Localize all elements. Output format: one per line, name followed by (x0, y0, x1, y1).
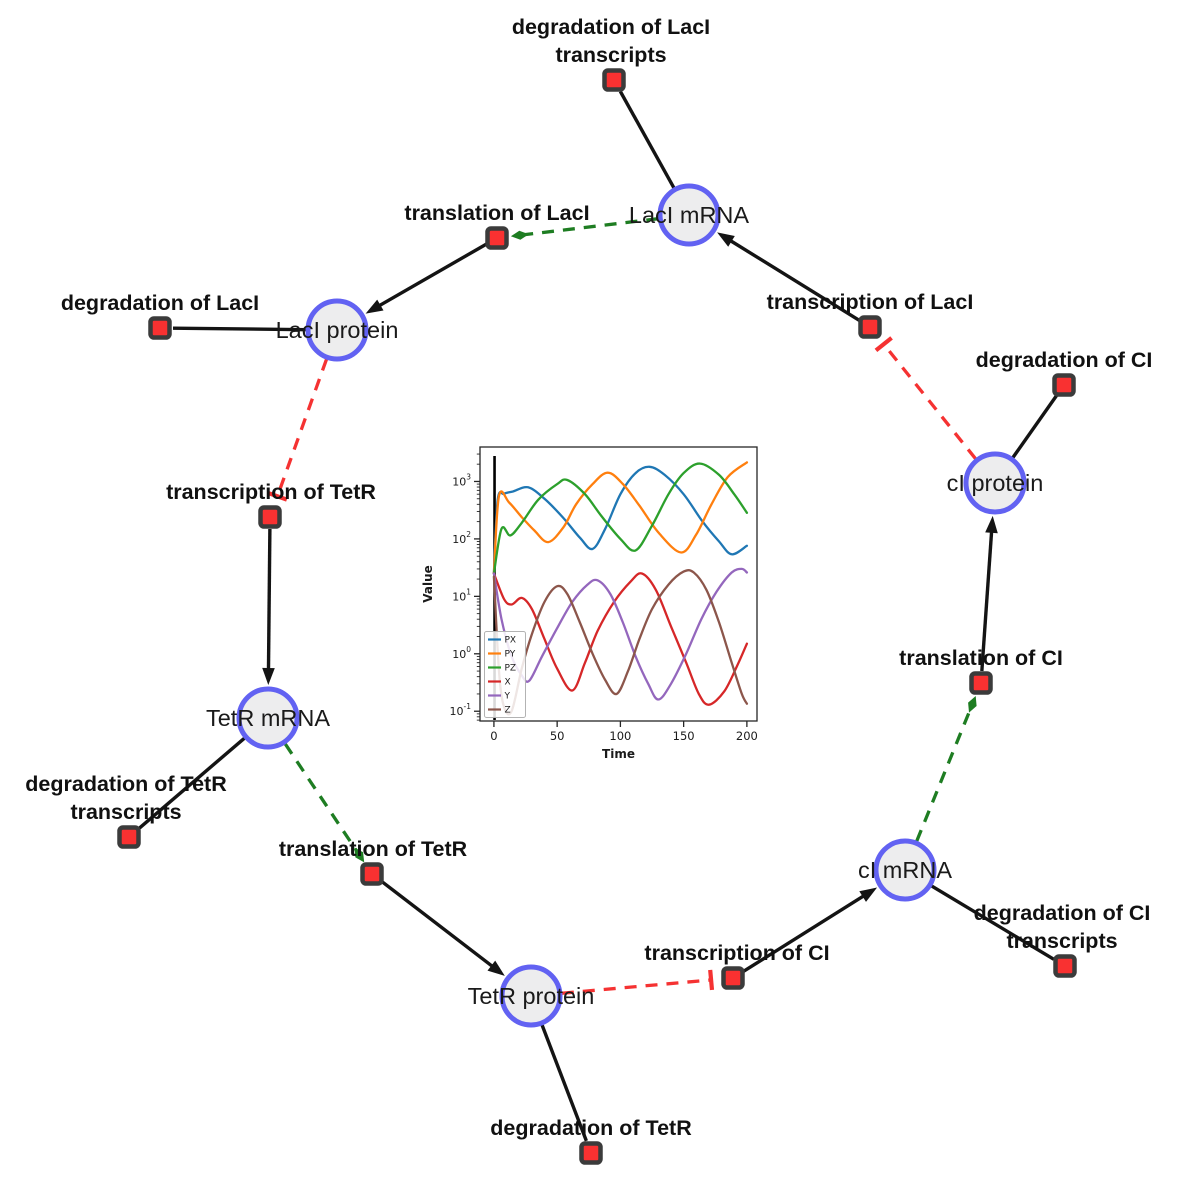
species-label-laci_protein: LacI protein (276, 317, 399, 343)
y-tick-label: 100 (452, 645, 471, 661)
species-node-laci_mrna[interactable] (657, 183, 721, 247)
reaction-node-deg_ci[interactable] (1052, 373, 1076, 397)
edge-consumption-laci_protein-to-deg_laci (172, 326, 307, 332)
reaction-label-deg_ci_tr-line2: transcripts (1006, 929, 1117, 953)
x-tick-label: 50 (550, 729, 565, 743)
species-label-laci_mrna: LacI mRNA (629, 202, 749, 228)
edge-production-transcr_laci-to-laci_mrna-arrowhead-icon (717, 232, 735, 247)
series-line-PZ (492, 462, 749, 575)
reaction-label-deg_tetr_tr-line1: degradation of TetR (25, 772, 227, 796)
edge-production-transl_laci-to-laci_protein-arrowhead-icon (365, 299, 384, 314)
y-tick-label: 102 (452, 530, 471, 546)
x-tick-label: 150 (673, 729, 695, 743)
y-tick-label: 101 (452, 587, 471, 603)
species-node-tetr_protein[interactable] (499, 964, 563, 1028)
reaction-node-transl_ci[interactable] (969, 671, 993, 695)
x-tick-label: 200 (736, 729, 758, 743)
species-label-tetr_protein: TetR protein (468, 983, 595, 1009)
edge-production-transl_ci-to-ci_protein (980, 525, 994, 672)
reaction-node-transl_tetr[interactable] (360, 862, 384, 886)
x-tick-label: 0 (490, 729, 497, 743)
reaction-node-deg_laci[interactable] (148, 316, 172, 340)
y-axis-label: Value (421, 565, 435, 603)
reaction-node-transcr_laci[interactable] (858, 315, 882, 339)
edge-production-transcr_tetr-to-tetr_mrna-arrowhead-icon (262, 667, 275, 685)
reaction-label-transcr_ci: transcription of CI (644, 941, 829, 965)
edge-inhibition-ci_protein-to-transcr_laci (882, 343, 977, 460)
edge-production-transl_ci-to-ci_protein-arrowhead-icon (985, 515, 998, 534)
reaction-node-deg_ci_tr[interactable] (1053, 954, 1077, 978)
edge-consumption-ci_protein-to-deg_ci (1011, 394, 1058, 459)
reaction-label-transcr_tetr: transcription of TetR (166, 480, 376, 504)
legend-label-PZ: PZ (505, 664, 517, 674)
edge-production-transcr_laci-to-laci_mrna (724, 236, 861, 323)
reaction-label-deg_laci_tr-line1: degradation of LacI (512, 15, 710, 39)
species-node-ci_protein[interactable] (963, 451, 1027, 515)
species-label-tetr_mrna: TetR mRNA (206, 705, 330, 731)
x-axis-label: Time (602, 747, 635, 761)
network-labels: LacI mRNA LacI protein cI protein TetR mRNA… (25, 15, 1152, 1140)
reaction-node-transl_laci[interactable] (485, 226, 509, 250)
legend-label-PY: PY (505, 650, 516, 660)
edge-modifier-ci_mrna-to-transl_ci-arrowhead-icon (968, 696, 977, 713)
legend-label-Y: Y (504, 692, 511, 702)
reaction-label-transl_tetr: translation of TetR (279, 837, 468, 861)
edge-production-transl_tetr-to-tetr_protein (380, 879, 498, 972)
edge-production-transcr_ci-to-ci_mrna-arrowhead-icon (859, 887, 878, 902)
edge-modifier-tetr_mrna-to-transl_tetr-arrowhead-icon (354, 847, 365, 863)
species-node-tetr_mrna[interactable] (236, 686, 300, 750)
network-nodes (117, 68, 1077, 1165)
plot-background (480, 447, 757, 721)
y-tick-label: 103 (452, 472, 471, 488)
reaction-node-deg_tetr[interactable] (579, 1141, 603, 1165)
edge-inhibition-laci_protein-to-transcr_tetr-tbar-icon (267, 490, 288, 502)
reaction-node-transcr_tetr[interactable] (258, 505, 282, 529)
plot-legend: PX PY PZ XYZ (484, 631, 526, 718)
species-label-ci_mrna: cI mRNA (858, 857, 952, 883)
y-tick-label: 10-1 (450, 702, 472, 718)
species-node-ci_mrna[interactable] (873, 838, 937, 902)
edge-production-transcr_ci-to-ci_mrna (742, 891, 870, 974)
legend-label-PX: PX (505, 636, 517, 646)
reaction-node-transcr_ci[interactable] (721, 966, 745, 990)
edge-production-transcr_tetr-to-tetr_mrna (266, 528, 272, 676)
edge-modifier-tetr_mrna-to-transl_tetr (283, 742, 358, 852)
reaction-label-deg_laci_tr-line2: transcripts (555, 43, 666, 67)
species-node-laci_protein[interactable] (305, 298, 369, 362)
edge-production-transl_laci-to-laci_protein (373, 242, 488, 311)
edge-modifier-ci_mrna-to-transl_ci (915, 708, 972, 842)
x-tick-label: 100 (609, 729, 631, 743)
edge-inhibition-tetr_protein-to-transcr_ci-tbar-icon (708, 969, 715, 991)
reaction-label-deg_ci: degradation of CI (976, 348, 1153, 372)
reaction-label-deg_ci_tr-line1: degradation of CI (974, 901, 1151, 925)
reaction-label-deg_tetr: degradation of TetR (490, 1116, 692, 1140)
edge-inhibition-tetr_protein-to-transcr_ci (561, 978, 712, 995)
edge-consumption-tetr_mrna-to-deg_tetr_tr (137, 736, 246, 830)
reaction-label-deg_laci: degradation of LacI (61, 291, 259, 315)
edge-inhibition-laci_protein-to-transcr_tetr (275, 358, 329, 497)
reaction-label-transl_laci: translation of LacI (404, 201, 589, 225)
reaction-node-deg_tetr_tr[interactable] (117, 825, 141, 849)
network-edges (137, 90, 1058, 1142)
reaction-label-transcr_laci: transcription of LacI (767, 290, 974, 314)
legend-label-Z: Z (505, 706, 511, 716)
reaction-label-deg_tetr_tr-line2: transcripts (70, 800, 181, 824)
species-label-ci_protein: cI protein (947, 470, 1044, 496)
reaction-node-deg_laci_tr[interactable] (602, 68, 626, 92)
edge-consumption-laci_mrna-to-deg_laci_tr (618, 90, 676, 189)
axes-frame (479, 446, 758, 722)
series-line-PY (492, 461, 749, 575)
reaction-label-transl_ci: translation of CI (899, 646, 1063, 670)
edge-modifier-laci_mrna-to-transl_laci-arrowhead-icon (510, 230, 529, 240)
edge-consumption-tetr_protein-to-deg_tetr (540, 1024, 588, 1142)
edge-modifier-laci_mrna-to-transl_laci (524, 217, 659, 237)
legend-label-X: X (505, 678, 511, 688)
edge-inhibition-ci_protein-to-transcr_laci-tbar-icon (874, 336, 893, 353)
edge-production-transl_tetr-to-tetr_protein-arrowhead-icon (487, 960, 505, 976)
edge-consumption-ci_mrna-to-deg_ci_tr (930, 884, 1055, 961)
